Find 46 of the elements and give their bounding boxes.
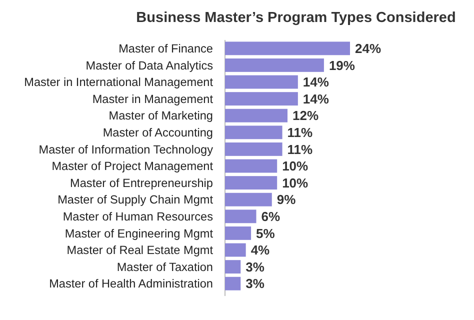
data-label: 14% [302, 74, 330, 90]
data-label: 3% [246, 259, 265, 274]
bar [225, 192, 272, 206]
y-tick-label: Master of Accounting [102, 126, 213, 140]
y-tick-label: Master of Information Technology [38, 142, 214, 156]
y-tick-label: Master of Project Management [52, 159, 214, 174]
data-label: 10% [282, 175, 309, 190]
bar [225, 260, 241, 274]
data-label: 24% [355, 40, 382, 56]
data-label: 11% [287, 142, 314, 157]
y-tick-label: Master of Taxation [116, 260, 213, 274]
data-label: 3% [246, 276, 265, 292]
bar [225, 92, 298, 106]
data-label: 5% [256, 226, 276, 241]
y-tick-label: Master of Human Resources [62, 210, 214, 224]
data-label: 19% [328, 58, 356, 73]
y-tick-label: Master of Supply Chain Mgmt [58, 192, 214, 207]
bar [225, 159, 278, 173]
y-tick-label: Master of Entrepreneurship [70, 176, 214, 190]
y-tick-label: Master in Management [92, 92, 214, 106]
bar [225, 176, 278, 190]
data-label: 12% [292, 108, 319, 124]
bar [225, 75, 298, 89]
data-label: 11% [287, 124, 314, 140]
bar [225, 58, 324, 72]
data-label: 4% [250, 242, 270, 258]
bar [225, 108, 288, 122]
y-tick-label: Master of Real Estate Mgmt [66, 243, 214, 258]
bar [225, 126, 282, 140]
y-tick-label: Master of Marketing [108, 108, 213, 123]
y-tick-label: Master of Finance [118, 42, 214, 56]
bar [225, 210, 256, 224]
data-label: 9% [276, 192, 296, 208]
bar [225, 276, 241, 290]
data-label: 6% [261, 208, 280, 224]
bar [225, 226, 252, 240]
bar [225, 243, 246, 257]
y-tick-label: Master in International Management [24, 75, 214, 90]
data-label: 14% [302, 91, 330, 106]
bar [225, 142, 282, 156]
y-tick-label: Master of Health Administration [49, 276, 213, 291]
data-label: 10% [282, 158, 309, 174]
chart-title: Business Master’s Program Types Considered [136, 10, 456, 26]
y-tick-label: Master of Data Analytics [86, 58, 214, 72]
y-tick-label: Master of Engineering Mgmt [64, 226, 214, 240]
bar [225, 42, 350, 56]
